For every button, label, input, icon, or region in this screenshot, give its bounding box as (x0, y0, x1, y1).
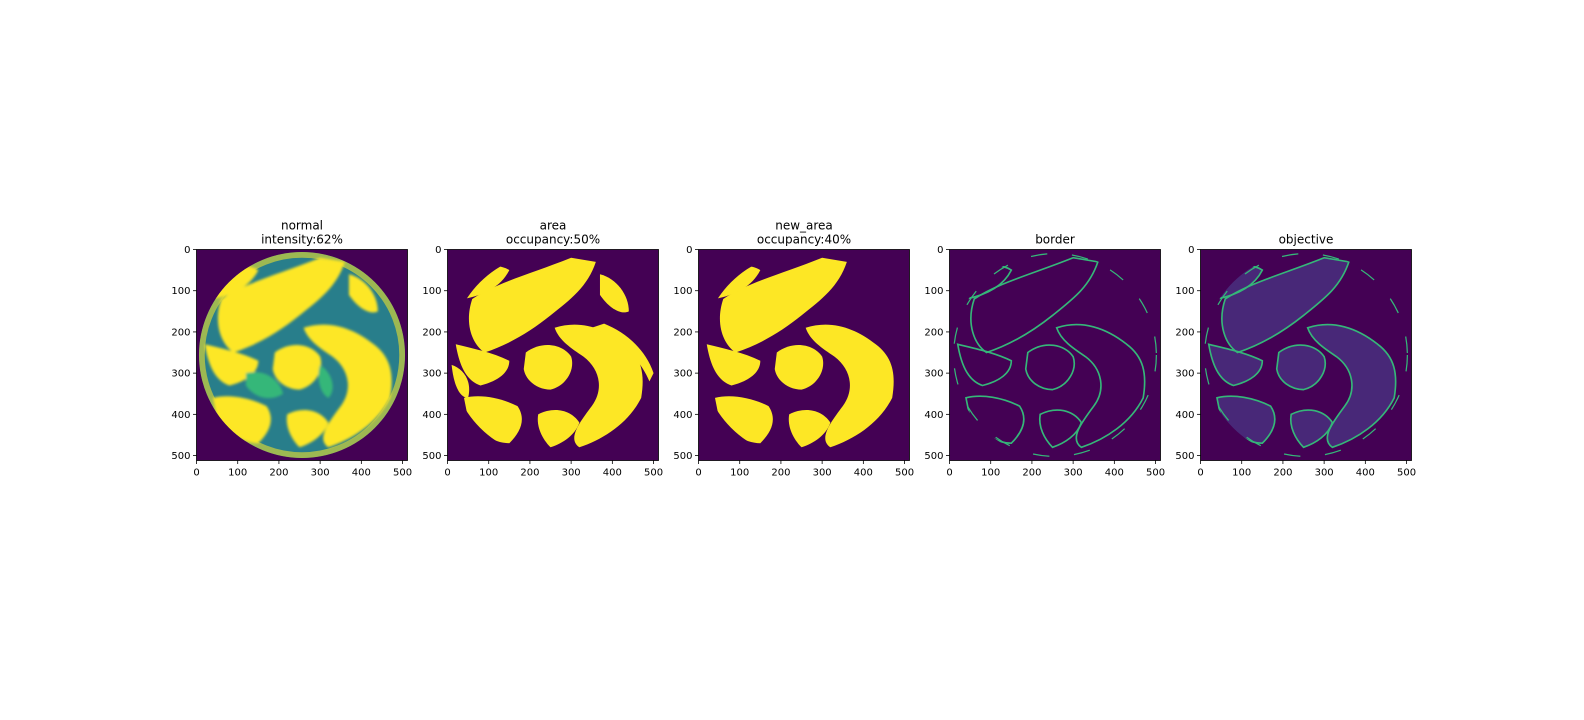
x-tick-label: 300 (562, 468, 581, 479)
y-tick-label: 100 (924, 286, 943, 297)
x-tick-label: 500 (393, 468, 412, 479)
panel-title-line: occupancy:50% (506, 233, 600, 247)
axes-frame (949, 249, 1161, 461)
x-tick-label: 0 (946, 468, 952, 479)
x-tick-label: 300 (813, 468, 832, 479)
x-tick-label: 300 (1064, 468, 1083, 479)
y-tick-label: 100 (1175, 286, 1194, 297)
y-tick-label: 500 (1175, 451, 1194, 462)
x-tick-label: 200 (520, 468, 539, 479)
x-tick-label: 400 (1105, 468, 1124, 479)
y-tick-label: 500 (924, 451, 943, 462)
panel-title-line: occupancy:40% (757, 233, 851, 247)
axes-frame (698, 249, 910, 461)
x-tick-label: 400 (603, 468, 622, 479)
y-tick-label: 100 (673, 286, 692, 297)
x-tick-label: 500 (1146, 468, 1165, 479)
heatmap-image (447, 249, 659, 461)
x-tick-label: 0 (193, 468, 199, 479)
x-tick-label: 500 (644, 468, 663, 479)
panel-title-line: objective (1279, 233, 1334, 247)
y-tick-label: 0 (686, 245, 692, 256)
panel-title: border (1035, 233, 1075, 247)
heatmap-image (196, 249, 408, 461)
y-tick-label: 200 (171, 327, 190, 338)
y-tick-label: 100 (171, 286, 190, 297)
axes-frame (1200, 249, 1412, 461)
y-tick-label: 100 (422, 286, 441, 297)
panel-title: objective (1279, 233, 1334, 247)
y-tick-label: 400 (924, 410, 943, 421)
axes-frame (447, 249, 659, 461)
x-tick-label: 200 (1022, 468, 1041, 479)
y-tick-label: 400 (673, 410, 692, 421)
x-tick-label: 100 (228, 468, 247, 479)
x-tick-label: 0 (444, 468, 450, 479)
x-tick-label: 100 (730, 468, 749, 479)
x-tick-label: 200 (269, 468, 288, 479)
y-tick-label: 300 (1175, 369, 1194, 380)
panel-title-line: normal (281, 219, 323, 233)
x-tick-label: 0 (695, 468, 701, 479)
y-tick-label: 400 (171, 410, 190, 421)
y-tick-label: 200 (673, 327, 692, 338)
x-tick-label: 400 (1356, 468, 1375, 479)
x-tick-label: 400 (352, 468, 371, 479)
x-tick-label: 100 (981, 468, 1000, 479)
y-tick-label: 400 (1175, 410, 1194, 421)
y-tick-label: 500 (171, 451, 190, 462)
heatmap-image (1200, 249, 1412, 461)
y-tick-label: 300 (422, 369, 441, 380)
x-tick-label: 500 (895, 468, 914, 479)
y-tick-label: 300 (171, 369, 190, 380)
y-tick-label: 400 (422, 410, 441, 421)
y-tick-label: 0 (435, 245, 441, 256)
y-tick-label: 300 (924, 369, 943, 380)
x-tick-label: 300 (1315, 468, 1334, 479)
y-tick-label: 200 (422, 327, 441, 338)
panel-title-line: new_area (775, 219, 833, 233)
panel-title-line: border (1035, 233, 1075, 247)
y-tick-label: 0 (184, 245, 190, 256)
heatmap-image (698, 249, 910, 461)
heatmap-image (949, 249, 1161, 461)
y-tick-label: 500 (422, 451, 441, 462)
panel-title-line: area (540, 219, 567, 233)
y-tick-label: 200 (1175, 327, 1194, 338)
x-tick-label: 300 (311, 468, 330, 479)
y-tick-label: 0 (937, 245, 943, 256)
x-tick-label: 100 (1232, 468, 1251, 479)
y-tick-label: 300 (673, 369, 692, 380)
y-tick-label: 500 (673, 451, 692, 462)
panel-title-line: intensity:62% (261, 233, 343, 247)
x-tick-label: 400 (854, 468, 873, 479)
x-tick-label: 100 (479, 468, 498, 479)
axes-frame (196, 249, 408, 461)
x-tick-label: 0 (1197, 468, 1203, 479)
y-tick-label: 0 (1188, 245, 1194, 256)
x-tick-label: 200 (771, 468, 790, 479)
x-tick-label: 500 (1397, 468, 1416, 479)
y-tick-label: 200 (924, 327, 943, 338)
x-tick-label: 200 (1273, 468, 1292, 479)
